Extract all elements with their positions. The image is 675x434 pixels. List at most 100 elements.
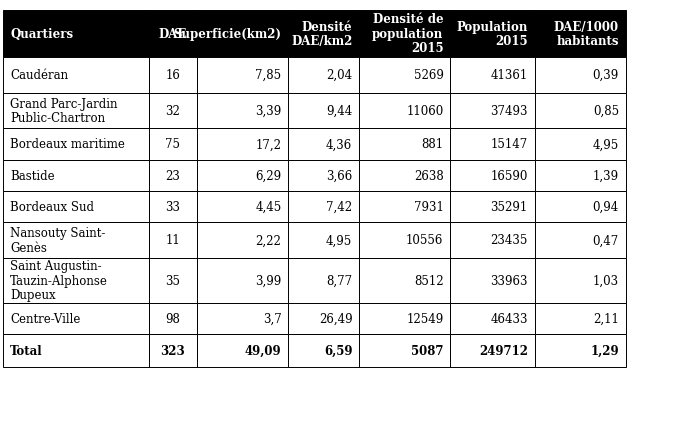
Text: 46433: 46433 bbox=[490, 312, 528, 325]
Bar bbox=[535, 258, 626, 303]
Text: 5269: 5269 bbox=[414, 69, 443, 82]
Text: 26,49: 26,49 bbox=[319, 312, 352, 325]
Text: 6,59: 6,59 bbox=[324, 344, 352, 357]
Text: Caudéran: Caudéran bbox=[10, 69, 68, 82]
Bar bbox=[3, 93, 148, 129]
Text: Centre-Ville: Centre-Ville bbox=[10, 312, 80, 325]
Text: 98: 98 bbox=[165, 312, 180, 325]
Text: 16: 16 bbox=[165, 69, 180, 82]
Text: 2,11: 2,11 bbox=[593, 312, 619, 325]
Bar bbox=[288, 303, 359, 334]
Text: 8,77: 8,77 bbox=[326, 274, 352, 287]
Bar bbox=[197, 223, 288, 258]
Bar bbox=[197, 129, 288, 160]
Bar bbox=[359, 334, 450, 367]
Bar bbox=[450, 58, 535, 93]
Bar bbox=[3, 129, 148, 160]
Bar bbox=[535, 93, 626, 129]
Text: 6,29: 6,29 bbox=[255, 169, 281, 182]
Bar bbox=[535, 191, 626, 223]
Text: 35291: 35291 bbox=[491, 201, 528, 214]
Text: Nansouty Saint-
Genès: Nansouty Saint- Genès bbox=[10, 227, 105, 254]
Bar bbox=[450, 129, 535, 160]
Bar bbox=[148, 223, 197, 258]
Bar bbox=[197, 11, 288, 58]
Bar bbox=[288, 334, 359, 367]
Text: Saint Augustin-
Tauzin-Alphonse
Dupeux: Saint Augustin- Tauzin-Alphonse Dupeux bbox=[10, 260, 108, 302]
Bar bbox=[148, 160, 197, 191]
Bar bbox=[197, 191, 288, 223]
Bar bbox=[197, 303, 288, 334]
Bar bbox=[288, 160, 359, 191]
Text: 3,39: 3,39 bbox=[255, 105, 281, 118]
Bar bbox=[288, 58, 359, 93]
Text: 33: 33 bbox=[165, 201, 180, 214]
Bar bbox=[359, 93, 450, 129]
Bar bbox=[535, 160, 626, 191]
Text: DAE/1000
habitants: DAE/1000 habitants bbox=[554, 20, 619, 48]
Text: Quartiers: Quartiers bbox=[10, 28, 74, 41]
Bar bbox=[450, 93, 535, 129]
Bar bbox=[450, 11, 535, 58]
Text: Total: Total bbox=[10, 344, 43, 357]
Bar bbox=[535, 334, 626, 367]
Text: 3,99: 3,99 bbox=[255, 274, 281, 287]
Text: 2638: 2638 bbox=[414, 169, 443, 182]
Text: 11060: 11060 bbox=[406, 105, 443, 118]
Text: 12549: 12549 bbox=[406, 312, 443, 325]
Bar bbox=[535, 303, 626, 334]
Text: Bordeaux Sud: Bordeaux Sud bbox=[10, 201, 94, 214]
Text: 5087: 5087 bbox=[411, 344, 443, 357]
Bar bbox=[359, 303, 450, 334]
Text: Densité
DAE/km2: Densité DAE/km2 bbox=[291, 20, 352, 48]
Bar bbox=[288, 11, 359, 58]
Bar bbox=[450, 334, 535, 367]
Text: 4,95: 4,95 bbox=[593, 138, 619, 151]
Text: Superficie(km2): Superficie(km2) bbox=[173, 28, 281, 41]
Bar bbox=[197, 334, 288, 367]
Text: 3,7: 3,7 bbox=[263, 312, 281, 325]
Text: Bastide: Bastide bbox=[10, 169, 55, 182]
Bar bbox=[197, 160, 288, 191]
Text: Grand Parc-Jardin
Public-Chartron: Grand Parc-Jardin Public-Chartron bbox=[10, 97, 117, 125]
Text: 11: 11 bbox=[165, 234, 180, 247]
Bar bbox=[148, 303, 197, 334]
Bar bbox=[3, 223, 148, 258]
Bar bbox=[450, 223, 535, 258]
Text: 23435: 23435 bbox=[491, 234, 528, 247]
Bar bbox=[148, 129, 197, 160]
Text: 23: 23 bbox=[165, 169, 180, 182]
Bar bbox=[288, 129, 359, 160]
Bar bbox=[359, 58, 450, 93]
Bar bbox=[148, 93, 197, 129]
Bar bbox=[535, 58, 626, 93]
Text: 4,95: 4,95 bbox=[326, 234, 352, 247]
Text: 2,04: 2,04 bbox=[326, 69, 352, 82]
Bar bbox=[450, 191, 535, 223]
Text: 8512: 8512 bbox=[414, 274, 443, 287]
Text: Population
2015: Population 2015 bbox=[456, 20, 528, 48]
Bar bbox=[288, 258, 359, 303]
Bar bbox=[450, 258, 535, 303]
Text: 323: 323 bbox=[161, 344, 185, 357]
Text: 41361: 41361 bbox=[491, 69, 528, 82]
Text: 32: 32 bbox=[165, 105, 180, 118]
Text: 7931: 7931 bbox=[414, 201, 443, 214]
Bar bbox=[535, 223, 626, 258]
Bar bbox=[197, 58, 288, 93]
Bar bbox=[3, 11, 148, 58]
Text: 0,47: 0,47 bbox=[593, 234, 619, 247]
Bar bbox=[359, 258, 450, 303]
Text: 0,39: 0,39 bbox=[593, 69, 619, 82]
Bar bbox=[148, 334, 197, 367]
Bar bbox=[3, 258, 148, 303]
Text: 10556: 10556 bbox=[406, 234, 443, 247]
Bar bbox=[197, 93, 288, 129]
Bar bbox=[359, 160, 450, 191]
Text: 4,45: 4,45 bbox=[255, 201, 281, 214]
Text: 16590: 16590 bbox=[491, 169, 528, 182]
Bar bbox=[148, 258, 197, 303]
Text: 7,85: 7,85 bbox=[255, 69, 281, 82]
Text: Bordeaux maritime: Bordeaux maritime bbox=[10, 138, 125, 151]
Text: 2,22: 2,22 bbox=[256, 234, 281, 247]
